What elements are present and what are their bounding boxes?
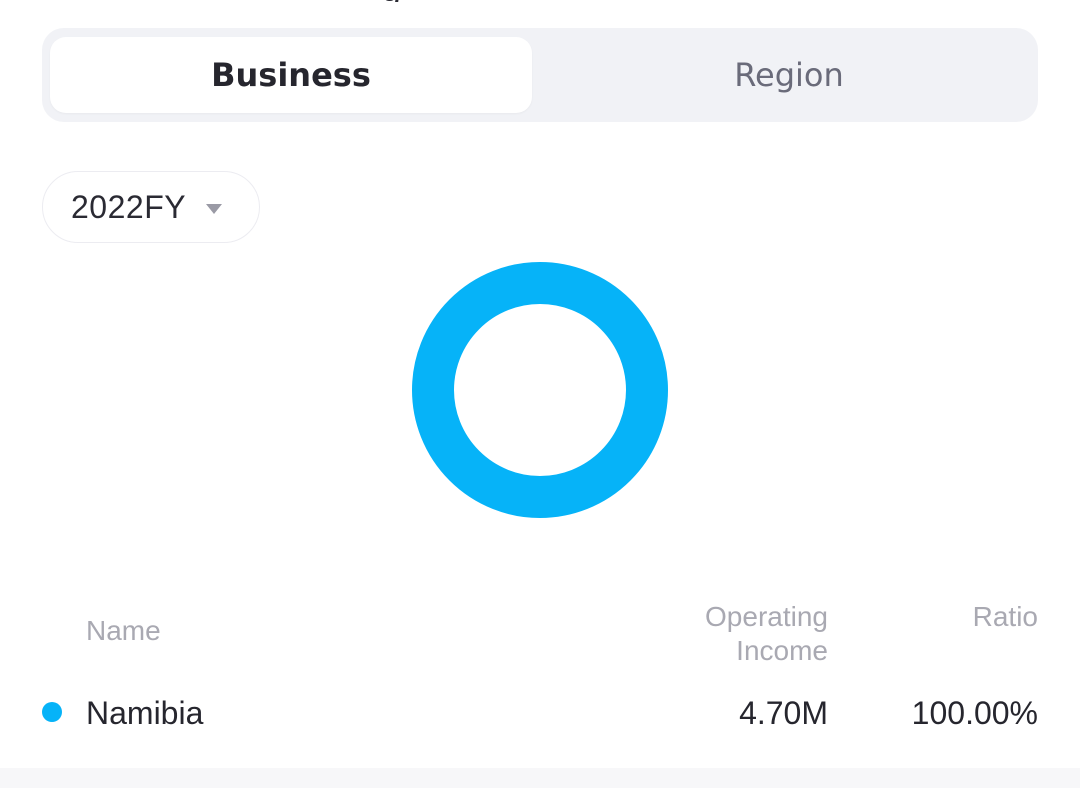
donut-slice-namibia[interactable] <box>412 262 668 518</box>
period-value: 2022FY <box>71 188 187 225</box>
column-header-name: Name <box>86 615 161 646</box>
donut-chart <box>412 262 668 518</box>
row-operating-income: 4.70M <box>739 695 828 731</box>
column-header-operating-income: Operating Income <box>705 601 828 666</box>
tab-business[interactable]: Business <box>50 37 532 113</box>
tab-region[interactable]: Region <box>734 56 844 94</box>
chevron-down-icon <box>206 204 223 214</box>
row-ratio: 100.00% <box>911 695 1038 731</box>
legend-dot <box>42 702 62 722</box>
segment-tabs: Business Region <box>42 28 1038 122</box>
page-title-fragment: g <box>380 0 440 2</box>
period-dropdown[interactable]: 2022FY <box>42 171 260 243</box>
bottom-divider <box>0 768 1080 788</box>
row-name: Namibia <box>86 695 204 731</box>
column-header-ratio: Ratio <box>972 601 1038 632</box>
table-row[interactable]: Namibia 4.70M 100.00% <box>0 686 1080 740</box>
